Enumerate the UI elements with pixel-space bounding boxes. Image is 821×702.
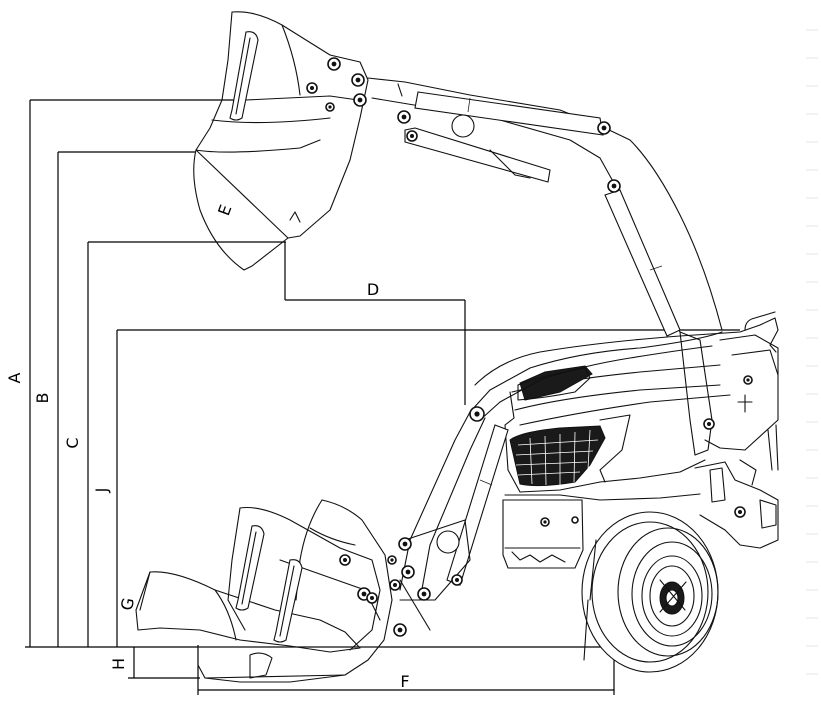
label-j: J — [92, 488, 111, 494]
edge-ticks — [806, 29, 818, 675]
label-d: D — [367, 280, 379, 299]
raised-bucket — [193, 11, 369, 271]
label-a: A — [5, 372, 24, 383]
label-e: E — [214, 202, 235, 218]
tractor-body — [474, 311, 779, 569]
dimension-labels: A B C J D E G H F — [5, 202, 410, 691]
front-wheel — [581, 511, 719, 673]
label-f: F — [400, 672, 409, 691]
lowered-boom — [389, 331, 723, 637]
label-b: B — [33, 393, 52, 404]
label-g: G — [117, 596, 138, 612]
raised-boom — [367, 77, 723, 337]
label-c: C — [63, 437, 82, 448]
lowered-bucket-rolled-back — [135, 499, 397, 683]
label-h: H — [109, 658, 128, 670]
